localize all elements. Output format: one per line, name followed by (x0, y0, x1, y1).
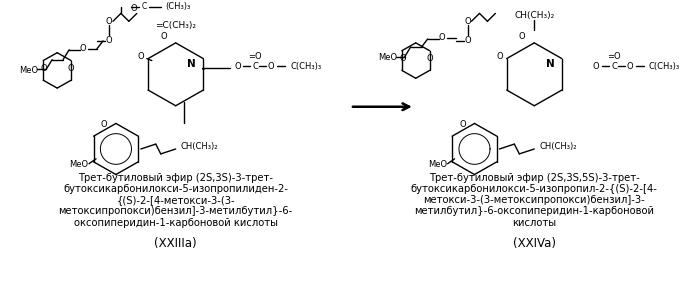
Text: (XXIVa): (XXIVa) (513, 237, 556, 250)
Text: MeO: MeO (428, 160, 447, 169)
Text: N: N (187, 59, 196, 70)
Text: =O: =O (249, 52, 262, 61)
Text: O: O (138, 52, 144, 61)
Text: метилбутил}-6-оксопиперидин-1-карбоновой: метилбутил}-6-оксопиперидин-1-карбоновой (415, 206, 654, 216)
Text: O: O (438, 34, 445, 43)
Text: N: N (546, 59, 554, 70)
Text: кислоты: кислоты (512, 218, 556, 228)
Text: CH(CH₃)₂: CH(CH₃)₂ (539, 141, 577, 151)
Text: O: O (80, 44, 87, 53)
Text: O: O (234, 62, 240, 71)
Text: метоксипропокси)бензил]-3-метилбутил}-6-: метоксипропокси)бензил]-3-метилбутил}-6- (59, 206, 293, 216)
Text: O: O (68, 64, 74, 73)
Text: O: O (464, 17, 471, 26)
Text: CH(CH₃)₂: CH(CH₃)₂ (180, 141, 218, 151)
Text: O: O (426, 54, 433, 63)
Text: =O: =O (607, 52, 621, 61)
Text: бутоксикарбонилокси-5-изопропил-2-{(S)-2-[4-: бутоксикарбонилокси-5-изопропил-2-{(S)-2… (411, 184, 658, 194)
Text: O: O (101, 120, 107, 129)
Text: C(CH₃)₃: C(CH₃)₃ (649, 62, 680, 71)
Text: O: O (496, 52, 503, 61)
Text: O: O (41, 64, 48, 73)
Text: O: O (161, 32, 167, 41)
Text: O: O (593, 62, 599, 71)
Text: O: O (106, 17, 113, 26)
Text: (XXIIIa): (XXIIIa) (154, 237, 197, 250)
Text: O: O (459, 120, 466, 129)
Text: O: O (464, 36, 471, 45)
Text: =C(CH₃)₂: =C(CH₃)₂ (155, 21, 196, 30)
Text: O: O (519, 32, 526, 41)
Text: C: C (611, 62, 617, 71)
Text: O: O (131, 4, 137, 13)
Text: Трет-бутиловый эфир (2S,3S)-3-трет-: Трет-бутиловый эфир (2S,3S)-3-трет- (78, 173, 273, 183)
Text: C: C (252, 62, 259, 71)
Text: O: O (399, 54, 406, 63)
Text: O: O (268, 62, 275, 71)
Text: оксопиперидин-1-карбоновой кислоты: оксопиперидин-1-карбоновой кислоты (73, 218, 278, 228)
Text: MeO: MeO (20, 66, 38, 75)
Text: C: C (141, 2, 147, 11)
Text: CH(CH₃)₂: CH(CH₃)₂ (514, 11, 554, 20)
Text: C(CH₃)₃: C(CH₃)₃ (290, 62, 322, 71)
Text: MeO: MeO (69, 160, 88, 169)
Text: Трет-бутиловый эфир (2S,3S,5S)-3-трет-: Трет-бутиловый эфир (2S,3S,5S)-3-трет- (429, 173, 640, 183)
Text: метокси-3-(3-метоксипропокси)бензил]-3-: метокси-3-(3-метоксипропокси)бензил]-3- (424, 195, 645, 205)
Text: {(S)-2-[4-метокси-3-(3-: {(S)-2-[4-метокси-3-(3- (116, 195, 235, 205)
Text: O: O (106, 36, 113, 45)
Text: бутоксикарбонилокси-5-изопропилиден-2-: бутоксикарбонилокси-5-изопропилиден-2- (63, 184, 288, 194)
Text: (CH₃)₃: (CH₃)₃ (166, 2, 191, 11)
Text: MeO: MeO (378, 53, 397, 62)
Text: O: O (626, 62, 633, 71)
